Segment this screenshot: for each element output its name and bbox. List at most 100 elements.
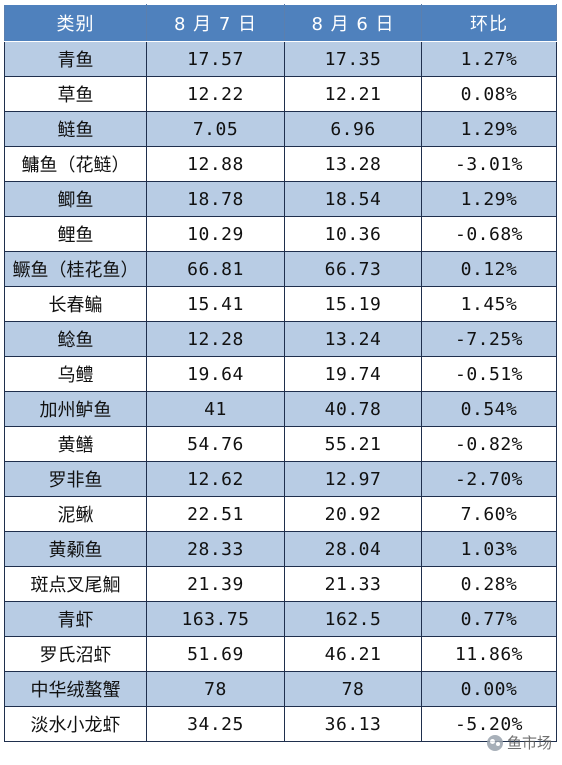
price-table: 类别 8 月 7 日 8 月 6 日 环比 青鱼 17.57 17.35 1.27% 草… [4,4,557,742]
cell-category: 青虾 [4,601,147,637]
cell-aug7-price: 163.75 [146,601,285,637]
cell-category: 黄鳝 [4,426,147,462]
cell-change: -2.70% [421,461,557,497]
cell-category: 青鱼 [4,41,147,77]
table-row: 中华绒螯蟹 78 78 0.00% [4,671,557,707]
cell-category: 罗氏沼虾 [4,636,147,672]
cell-aug6-price: 17.35 [284,41,422,77]
cell-aug7-price: 19.64 [146,356,285,392]
cell-change: 7.60% [421,496,557,532]
cell-aug6-price: 12.97 [284,461,422,497]
table-row: 泥鳅 22.51 20.92 7.60% [4,496,557,532]
table-row: 长春鳊 15.41 15.19 1.45% [4,286,557,322]
cell-aug6-price: 36.13 [284,706,422,742]
cell-category: 罗非鱼 [4,461,147,497]
table-row: 黄颡鱼 28.33 28.04 1.03% [4,531,557,567]
cell-aug6-price: 20.92 [284,496,422,532]
cell-change: 0.77% [421,601,557,637]
cell-category: 中华绒螯蟹 [4,671,147,707]
cell-category: 鳙鱼（花鲢） [4,146,147,182]
table-row: 罗氏沼虾 51.69 46.21 11.86% [4,636,557,672]
cell-change: 0.28% [421,566,557,602]
cell-aug7-price: 78 [146,671,285,707]
cell-aug6-price: 13.28 [284,146,422,182]
table-row: 青鱼 17.57 17.35 1.27% [4,41,557,77]
cell-aug6-price: 18.54 [284,181,422,217]
cell-change: 0.54% [421,391,557,427]
cell-aug7-price: 7.05 [146,111,285,147]
cell-category: 泥鳅 [4,496,147,532]
table-row: 罗非鱼 12.62 12.97 -2.70% [4,461,557,497]
cell-aug7-price: 18.78 [146,181,285,217]
table-row: 青虾 163.75 162.5 0.77% [4,601,557,637]
cell-category: 草鱼 [4,76,147,112]
cell-aug7-price: 54.76 [146,426,285,462]
watermark-text: 鱼市场 [506,734,552,752]
cell-aug7-price: 66.81 [146,251,285,287]
table-header-row: 类别 8 月 7 日 8 月 6 日 环比 [4,4,557,42]
cell-aug6-price: 19.74 [284,356,422,392]
table-body: 青鱼 17.57 17.35 1.27% 草鱼 12.22 12.21 0.08% 鲢鱼 7.05… [4,41,557,742]
cell-aug6-price: 66.73 [284,251,422,287]
cell-change: 0.08% [421,76,557,112]
cell-category: 黄颡鱼 [4,531,147,567]
cell-aug6-price: 10.36 [284,216,422,252]
table-row: 黄鳝 54.76 55.21 -0.82% [4,426,557,462]
cell-aug6-price: 55.21 [284,426,422,462]
cell-change: -0.51% [421,356,557,392]
cell-aug7-price: 15.41 [146,286,285,322]
cell-category: 加州鲈鱼 [4,391,147,427]
cell-category: 鲢鱼 [4,111,147,147]
header-aug6: 8 月 6 日 [284,4,422,42]
cell-change: -0.82% [421,426,557,462]
cell-change: 0.12% [421,251,557,287]
cell-change: 0.00% [421,671,557,707]
cell-change: 1.03% [421,531,557,567]
table-row: 鲶鱼 12.28 13.24 -7.25% [4,321,557,357]
cell-category: 乌鳢 [4,356,147,392]
wechat-icon [486,734,503,751]
cell-aug7-price: 17.57 [146,41,285,77]
cell-aug6-price: 46.21 [284,636,422,672]
table-row: 鲫鱼 18.78 18.54 1.29% [4,181,557,217]
cell-aug6-price: 21.33 [284,566,422,602]
cell-category: 鲶鱼 [4,321,147,357]
cell-change: 11.86% [421,636,557,672]
table-row: 鲢鱼 7.05 6.96 1.29% [4,111,557,147]
cell-change: -0.68% [421,216,557,252]
table-row: 乌鳢 19.64 19.74 -0.51% [4,356,557,392]
table-row: 斑点叉尾鮰 21.39 21.33 0.28% [4,566,557,602]
cell-category: 鲤鱼 [4,216,147,252]
cell-aug6-price: 15.19 [284,286,422,322]
cell-aug7-price: 12.62 [146,461,285,497]
cell-category: 鲫鱼 [4,181,147,217]
cell-category: 淡水小龙虾 [4,706,147,742]
cell-change: 1.45% [421,286,557,322]
cell-aug7-price: 10.29 [146,216,285,252]
cell-change: 1.29% [421,181,557,217]
header-change: 环比 [421,4,557,42]
cell-category: 鳜鱼（桂花鱼） [4,251,147,287]
cell-change: 1.27% [421,41,557,77]
cell-aug7-price: 28.33 [146,531,285,567]
table-row: 淡水小龙虾 34.25 36.13 -5.20% [4,706,557,742]
table-row: 加州鲈鱼 41 40.78 0.54% [4,391,557,427]
cell-change: -7.25% [421,321,557,357]
cell-aug7-price: 21.39 [146,566,285,602]
cell-aug7-price: 12.28 [146,321,285,357]
table-row: 鳙鱼（花鲢） 12.88 13.28 -3.01% [4,146,557,182]
header-aug7: 8 月 7 日 [146,4,285,42]
cell-aug6-price: 13.24 [284,321,422,357]
cell-change: 1.29% [421,111,557,147]
header-category: 类别 [4,4,147,42]
cell-aug6-price: 6.96 [284,111,422,147]
cell-change: -3.01% [421,146,557,182]
cell-aug7-price: 41 [146,391,285,427]
table-row: 鳜鱼（桂花鱼） 66.81 66.73 0.12% [4,251,557,287]
cell-aug7-price: 12.88 [146,146,285,182]
cell-aug6-price: 12.21 [284,76,422,112]
cell-category: 长春鳊 [4,286,147,322]
cell-aug7-price: 22.51 [146,496,285,532]
cell-aug6-price: 162.5 [284,601,422,637]
cell-aug6-price: 40.78 [284,391,422,427]
